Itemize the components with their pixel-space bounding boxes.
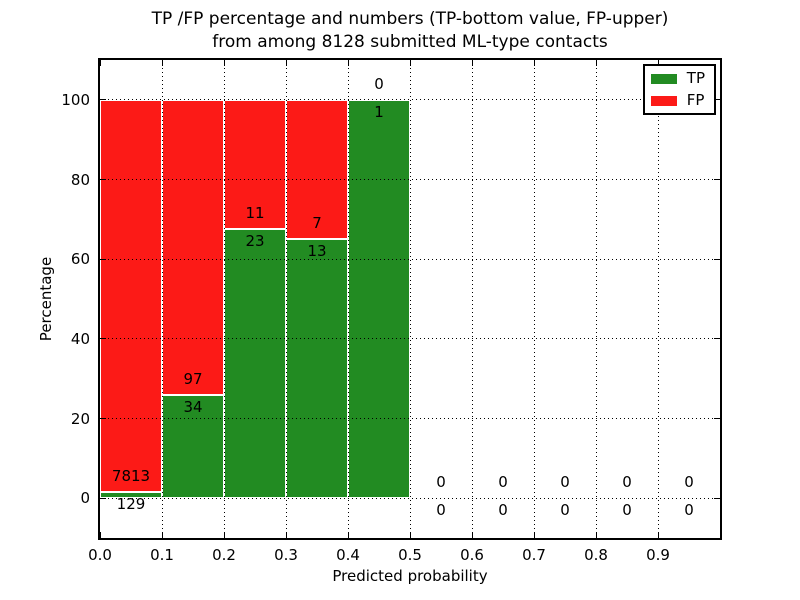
x-tick-label: 0.1 (150, 546, 174, 564)
legend-swatch-tp-icon (650, 73, 677, 84)
legend-item-fp: FP (650, 91, 705, 109)
fp-count-label: 0 (560, 473, 570, 492)
tp-count-label: 0 (684, 501, 694, 520)
x-axis-tick (161, 60, 163, 66)
x-axis-tick (533, 532, 535, 538)
y-tick-label: 20 (70, 409, 90, 428)
y-axis-tick (714, 497, 720, 499)
x-axis-tick (533, 60, 535, 66)
x-axis-tick (285, 532, 287, 538)
tp-bar-segment (348, 99, 410, 499)
tp-count-label: 23 (245, 231, 265, 250)
y-axis-label: Percentage (37, 256, 55, 342)
fp-count-label: 0 (374, 74, 384, 93)
fp-count-label: 0 (436, 473, 446, 492)
x-tick-label: 0.2 (212, 546, 236, 564)
fp-bar-segment (100, 99, 162, 492)
y-axis-tick (100, 497, 106, 499)
legend-item-tp: TP (650, 69, 705, 87)
tp-count-label: 0 (560, 501, 570, 520)
tp-count-label: 34 (183, 397, 203, 416)
x-tick-label: 0.9 (646, 546, 670, 564)
tp-count-label: 13 (307, 242, 327, 261)
fp-count-label: 7813 (111, 466, 151, 485)
fp-count-label: 11 (245, 203, 265, 222)
x-axis-tick (99, 532, 101, 538)
plot-area: TP FP 7813 129 97 34 11 23 7 13 0 1 0 0 0 0 0 0 0 0 0 0 (98, 58, 722, 540)
x-axis-tick (409, 60, 411, 66)
tp-bar-segment (224, 228, 286, 499)
chart-title-line-2: from among 8128 submitted ML-type contac… (212, 32, 608, 52)
grid-line-vertical (223, 60, 225, 538)
x-axis-tick (657, 60, 659, 66)
x-tick-label: 0.6 (460, 546, 484, 564)
x-axis-tick (595, 532, 597, 538)
y-axis-tick (714, 338, 720, 340)
x-axis-tick (285, 60, 287, 66)
x-axis-tick (223, 532, 225, 538)
y-axis-tick (714, 258, 720, 260)
x-tick-label: 0.8 (584, 546, 608, 564)
x-axis-tick (409, 532, 411, 538)
x-axis-tick (657, 532, 659, 538)
y-axis-tick (714, 418, 720, 419)
tp-count-label: 0 (498, 501, 508, 520)
fp-count-label: 7 (312, 214, 322, 233)
x-axis-tick (471, 60, 473, 66)
y-axis-tick (100, 99, 106, 101)
y-tick-label: 40 (70, 329, 90, 348)
fp-count-label: 0 (498, 473, 508, 492)
grid-line-vertical (347, 60, 349, 538)
grid-line-vertical (657, 60, 659, 538)
fp-count-label: 97 (183, 369, 203, 388)
tp-count-label: 1 (374, 102, 384, 121)
x-tick-label: 0.5 (398, 546, 422, 564)
y-axis-tick (100, 338, 106, 340)
grid-line-vertical (533, 60, 535, 538)
legend: TP FP (642, 64, 716, 115)
x-axis-tick (223, 60, 225, 66)
fp-count-label: 0 (622, 473, 632, 492)
x-axis-tick (347, 532, 349, 538)
x-axis-tick (347, 60, 349, 66)
x-tick-label: 0.0 (88, 546, 112, 564)
x-axis-tick (99, 60, 101, 66)
x-axis-tick (471, 532, 473, 538)
x-tick-label: 0.4 (336, 546, 360, 564)
grid-line-vertical (409, 60, 411, 538)
fp-bar-segment (162, 99, 224, 395)
tp-count-label: 0 (436, 501, 446, 520)
y-axis-tick (100, 258, 106, 260)
y-axis-tick (100, 179, 106, 180)
x-tick-label: 0.7 (522, 546, 546, 564)
grid-line-vertical (471, 60, 473, 538)
y-tick-label: 100 (61, 90, 90, 109)
grid-line-vertical (595, 60, 597, 538)
grid-line-vertical (285, 60, 287, 538)
legend-swatch-fp-icon (650, 95, 677, 106)
x-axis-label: Predicted probability (332, 567, 488, 585)
y-axis-tick (714, 99, 720, 101)
y-axis-tick (714, 179, 720, 180)
y-axis-tick (100, 418, 106, 419)
y-tick-label: 0 (80, 489, 90, 508)
legend-label-tp: TP (686, 69, 705, 87)
fp-bar-segment (224, 99, 286, 229)
legend-label-fp: FP (686, 91, 705, 109)
x-axis-tick (595, 60, 597, 66)
x-tick-label: 0.3 (274, 546, 298, 564)
tp-count-label: 0 (622, 501, 632, 520)
x-axis-tick (161, 532, 163, 538)
chart-title-line-1: TP /FP percentage and numbers (TP-bottom… (151, 9, 669, 29)
fp-count-label: 0 (684, 473, 694, 492)
y-tick-label: 60 (70, 250, 90, 269)
tp-bar-segment (286, 239, 348, 499)
grid-line-vertical (161, 60, 163, 538)
tp-count-label: 129 (116, 494, 146, 513)
y-tick-label: 80 (70, 170, 90, 189)
chart-title: TP /FP percentage and numbers (TP-bottom… (100, 8, 720, 54)
